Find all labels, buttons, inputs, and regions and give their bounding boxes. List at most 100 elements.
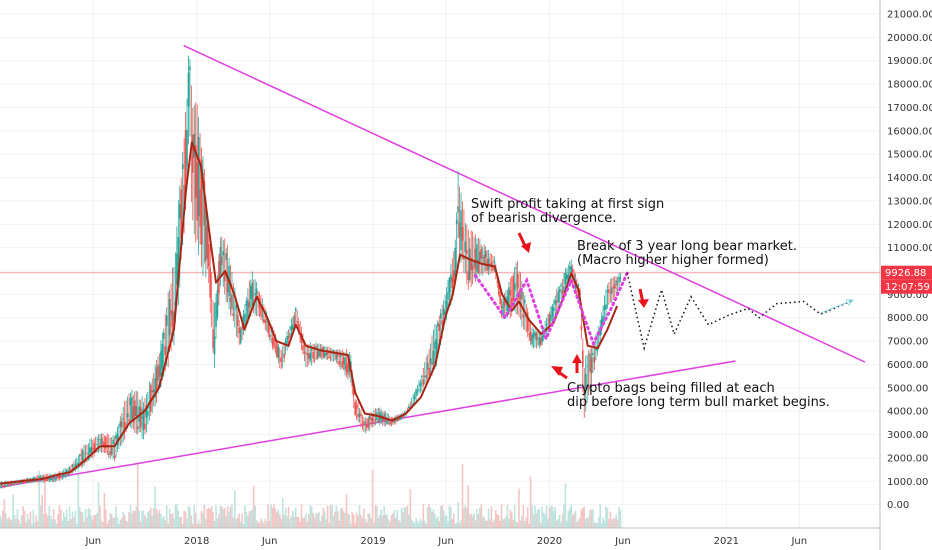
volume-bar (131, 513, 133, 528)
candle-body (161, 344, 164, 370)
volume-bar (178, 517, 181, 528)
volume-bar (409, 489, 412, 528)
candle-body (76, 463, 78, 465)
volume-bar (390, 515, 393, 528)
candle-body (383, 413, 385, 421)
volume-bar (558, 514, 561, 528)
volume-bar (360, 514, 362, 528)
volume-bar (73, 517, 75, 528)
volume-bar (603, 520, 606, 528)
candle-body (303, 351, 306, 354)
volume-bar (457, 502, 459, 528)
candle-body (367, 418, 370, 428)
candle-body (238, 327, 241, 334)
volume-bar (103, 492, 106, 528)
candle-body (560, 284, 562, 287)
volume-bar (39, 505, 42, 528)
volume-bar (592, 509, 594, 528)
candle-body (561, 289, 564, 295)
candle-body (500, 306, 503, 309)
candle-body (576, 293, 578, 295)
candle-body (521, 291, 523, 300)
volume-bar (315, 513, 317, 528)
volume-bar (280, 518, 283, 528)
volume-bar (250, 511, 252, 528)
candle-body (219, 247, 222, 277)
volume-bar (554, 507, 557, 528)
candle-body (419, 382, 422, 387)
volume-bar (26, 514, 29, 528)
volume-bar (0, 515, 1, 528)
candle-body (347, 362, 349, 375)
volume-bar (265, 521, 268, 528)
volume-bar (429, 508, 432, 528)
volume-bar (2, 510, 4, 528)
volume-bar (376, 506, 378, 528)
annotation-3-line-2: dip before long term bull market begins. (567, 395, 830, 410)
volume-bar (486, 520, 488, 528)
volume-bar (480, 504, 483, 528)
x-axis[interactable]: Jun 2018 Jun 2019 Jun 2020 Jun 2021 Jun (84, 536, 807, 547)
candle-body (279, 359, 281, 361)
volume-bar (341, 507, 343, 528)
volume-bar (84, 508, 87, 528)
volume-bar (434, 513, 436, 528)
volume-bar (74, 510, 77, 528)
candle-body (496, 281, 499, 283)
volume-bar (415, 518, 417, 528)
volume-bar (442, 510, 445, 528)
volume-bar (289, 518, 291, 528)
candle-body (399, 415, 401, 420)
volume-bar (126, 521, 129, 528)
y-tick-label: 8000.00 (887, 313, 928, 324)
candle-body (160, 351, 162, 377)
volume-bar (403, 507, 406, 528)
volume-bar (89, 509, 91, 528)
candle-body (216, 289, 219, 318)
volume-bar (502, 519, 504, 528)
candle-body (91, 447, 94, 449)
candle-body (293, 315, 296, 326)
volume-bar (239, 521, 242, 528)
volume-bar (255, 520, 258, 528)
candle-body (582, 350, 584, 368)
projection-dotted-magenta (474, 271, 629, 348)
volume-bar (441, 505, 443, 528)
candle-body (28, 481, 30, 483)
candle-body (550, 315, 552, 321)
volume-bar (467, 485, 470, 528)
volume-bar (481, 516, 484, 528)
candle-body (310, 349, 313, 351)
volume-bar (602, 517, 604, 528)
candle-body (200, 159, 203, 245)
candle-body (566, 274, 568, 280)
candle-body (155, 367, 158, 391)
candle-body (119, 421, 122, 427)
volume-bar (245, 511, 248, 528)
candle-body (577, 284, 580, 286)
candle-body (587, 387, 590, 389)
volume-bar (97, 482, 100, 528)
candle-body (260, 306, 262, 316)
volume-bar (18, 519, 20, 528)
volume-bar (136, 462, 139, 528)
candle-body (210, 299, 213, 301)
y-tick-label: 13000.00 (887, 196, 932, 207)
volume-bar (47, 516, 49, 528)
volume-bar (264, 519, 267, 528)
y-tick-label: 19000.00 (887, 56, 932, 67)
candle-body (461, 226, 464, 241)
candle-body (492, 266, 494, 271)
candle-body (261, 315, 264, 317)
volume-bar (54, 519, 56, 528)
volume-bar (93, 514, 96, 528)
volume-bar (586, 517, 588, 528)
volume-bar (22, 506, 24, 528)
candle-body (284, 341, 287, 343)
volume-bar (186, 518, 188, 528)
volume-bar (339, 508, 342, 528)
volume-bar (316, 513, 319, 528)
candle-body (605, 304, 607, 310)
projection-dotted-black (626, 272, 854, 352)
